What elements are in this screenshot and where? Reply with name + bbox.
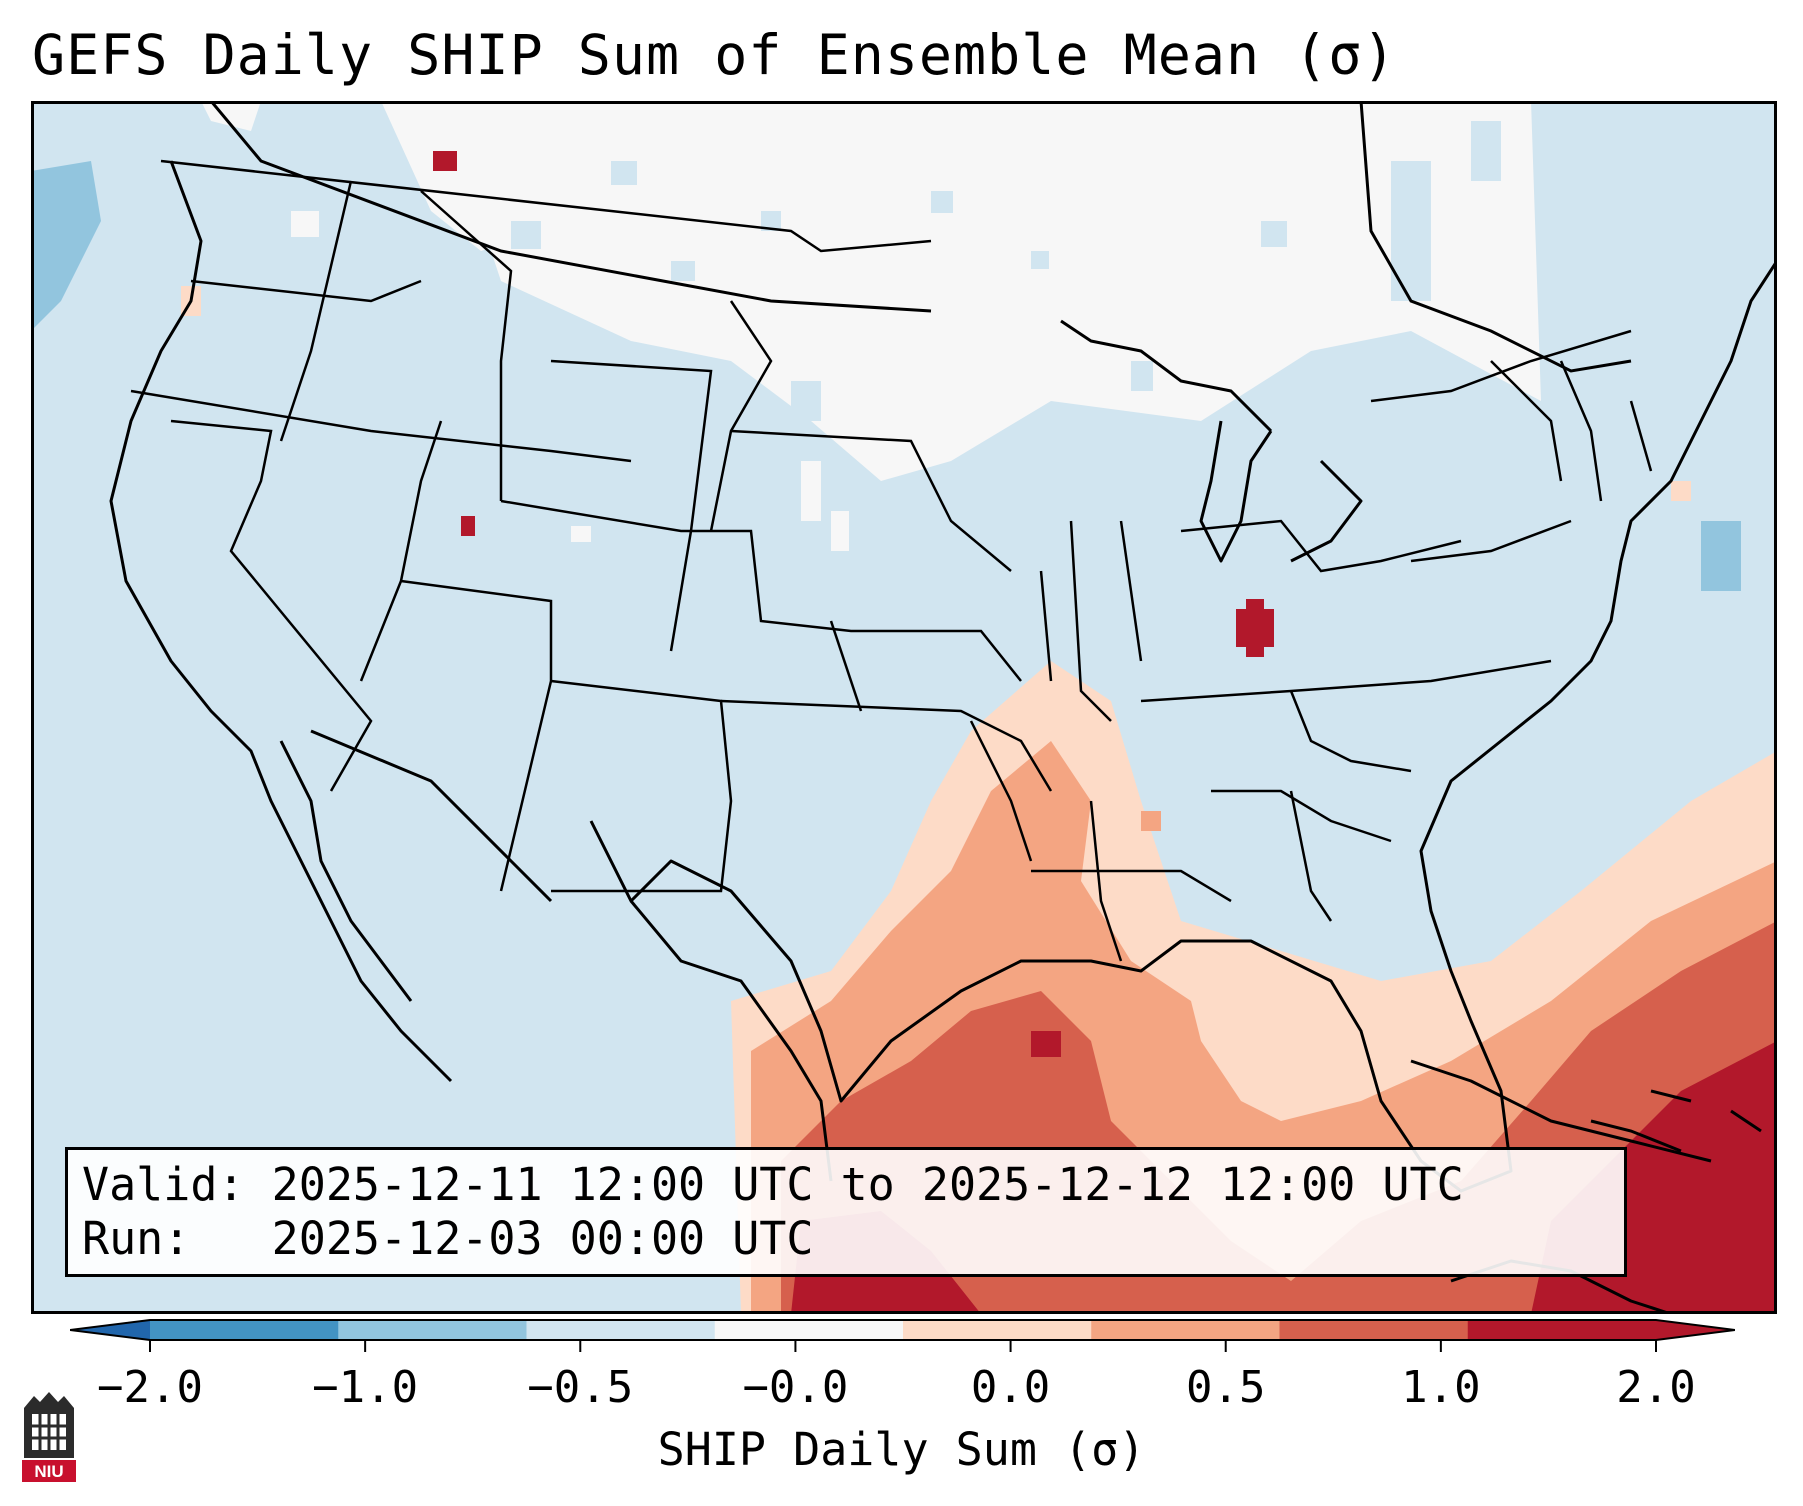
niu-logo: NIU: [22, 1392, 76, 1482]
near-zero-field: [201, 101, 1541, 481]
map-title: GEFS Daily SHIP Sum of Ensemble Mean (σ): [32, 23, 1397, 87]
colorbar: −2.0 −1.0 −0.5 −0.0 0.0 0.5 1.0 2.0: [70, 1319, 1735, 1413]
negative-anomaly-patch-east: [1701, 521, 1741, 591]
valid-time-line: Valid: 2025-12-11 12:00 UTC to 2025-12-1…: [82, 1158, 1464, 1211]
colorbar-tick-label: −0.5: [527, 1362, 633, 1413]
colorbar-tick-label: 0.0: [971, 1362, 1050, 1413]
colorbar-bin: [714, 1320, 904, 1340]
colorbar-tick-label: −1.0: [312, 1362, 418, 1413]
state-borders: [130, 159, 1653, 962]
colorbar-over-arrow: [1656, 1320, 1735, 1340]
run-time-line: Run: 2025-12-03 00:00 UTC: [82, 1212, 814, 1265]
isolated-anomaly-cells: [181, 151, 1691, 1057]
colorbar-label: SHIP Daily Sum (σ): [657, 1423, 1146, 1476]
colorbar-ticks: −2.0 −1.0 −0.5 −0.0 0.0 0.5 1.0 2.0: [70, 1319, 1735, 1413]
map-canvas: [31, 101, 1777, 1314]
field-speckle-white: [291, 211, 849, 551]
colorbar-tick-label: 2.0: [1616, 1362, 1695, 1413]
valid-run-info-box: Valid: 2025-12-11 12:00 UTC to 2025-12-1…: [65, 1147, 1627, 1277]
colorbar-bin: [1279, 1320, 1469, 1340]
map-border: [31, 101, 1777, 1314]
colorbar-bin: [1091, 1320, 1280, 1340]
colorbar-bin: [338, 1320, 527, 1340]
colorbar-tick-label: −2.0: [97, 1362, 203, 1413]
colorbar-bin: [1467, 1320, 1657, 1340]
country-borders: [209, 101, 1632, 1182]
colorbar-bin: [150, 1320, 339, 1340]
colorbar-tick-label: −0.0: [742, 1362, 848, 1413]
caribbean-islands: [1590, 1089, 1762, 1153]
colorbar-tick-label: 1.0: [1401, 1362, 1480, 1413]
colorbar-under-arrow: [70, 1320, 150, 1340]
negative-anomaly-patch: [31, 161, 101, 331]
map-panel: [31, 101, 1777, 1314]
colorbar-bins: [150, 1320, 1657, 1340]
anomaly-layer-extreme: [791, 1041, 1777, 1314]
niu-logo-text: NIU: [34, 1462, 63, 1481]
colorbar-bin: [526, 1320, 716, 1340]
colorbar-tick-label: 0.5: [1186, 1362, 1265, 1413]
colorbar-bin: [903, 1320, 1092, 1340]
